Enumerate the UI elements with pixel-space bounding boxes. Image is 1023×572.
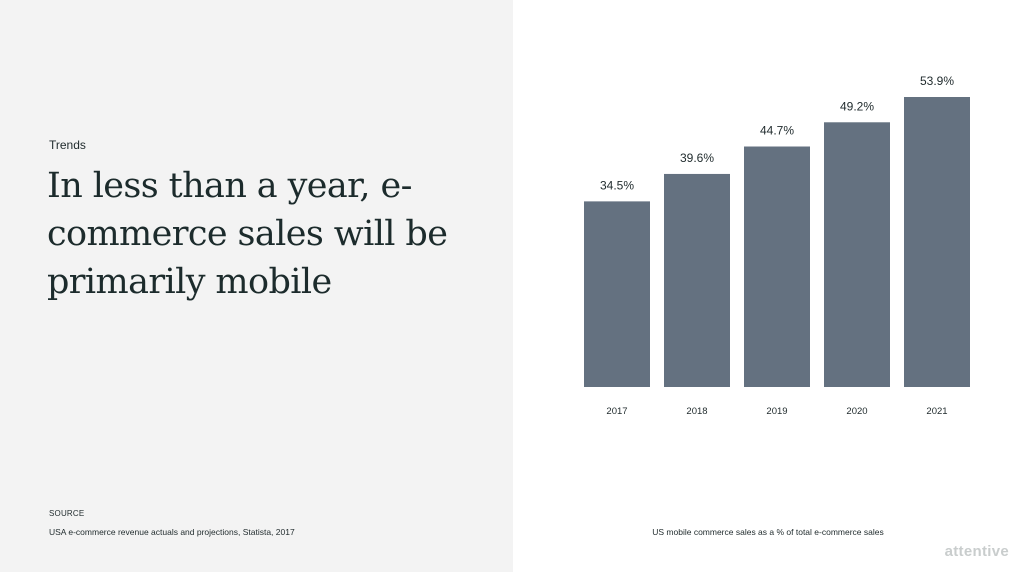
left-panel: Trends In less than a year, e-commerce s… bbox=[0, 0, 513, 572]
category-label-2019: 2019 bbox=[766, 406, 787, 417]
value-label-2018: 39.6% bbox=[680, 151, 714, 165]
bar-2019 bbox=[744, 146, 810, 387]
bar-chart: 34.5% 2017 39.6% 2018 44.7% 2019 49.2% 2020 53.9… bbox=[584, 74, 970, 417]
source-label: SOURCE bbox=[49, 509, 85, 518]
value-label-2017: 34.5% bbox=[600, 178, 634, 192]
value-label-2019: 44.7% bbox=[760, 123, 794, 137]
value-label-2020: 49.2% bbox=[840, 99, 874, 113]
chart-caption: US mobile commerce sales as a % of total… bbox=[652, 527, 884, 537]
chart-area: 34.5% 2017 39.6% 2018 44.7% 2019 49.2% 2020 53.9… bbox=[513, 0, 1023, 572]
category-label-2018: 2018 bbox=[686, 406, 707, 417]
category-label-2020: 2020 bbox=[846, 406, 867, 417]
headline: In less than a year, e-commerce sales wi… bbox=[47, 166, 448, 302]
brand-logo: attentive bbox=[944, 543, 1009, 560]
bar-2020 bbox=[824, 122, 890, 387]
category-label-2021: 2021 bbox=[926, 406, 947, 417]
source-text: USA e-commerce revenue actuals and proje… bbox=[49, 527, 295, 537]
value-label-2021: 53.9% bbox=[920, 74, 954, 88]
category-label-2017: 2017 bbox=[606, 406, 627, 417]
bar-2018 bbox=[664, 173, 730, 387]
eyebrow-label: Trends bbox=[49, 138, 86, 152]
bar-2021 bbox=[904, 97, 970, 387]
bar-2017 bbox=[584, 201, 650, 387]
